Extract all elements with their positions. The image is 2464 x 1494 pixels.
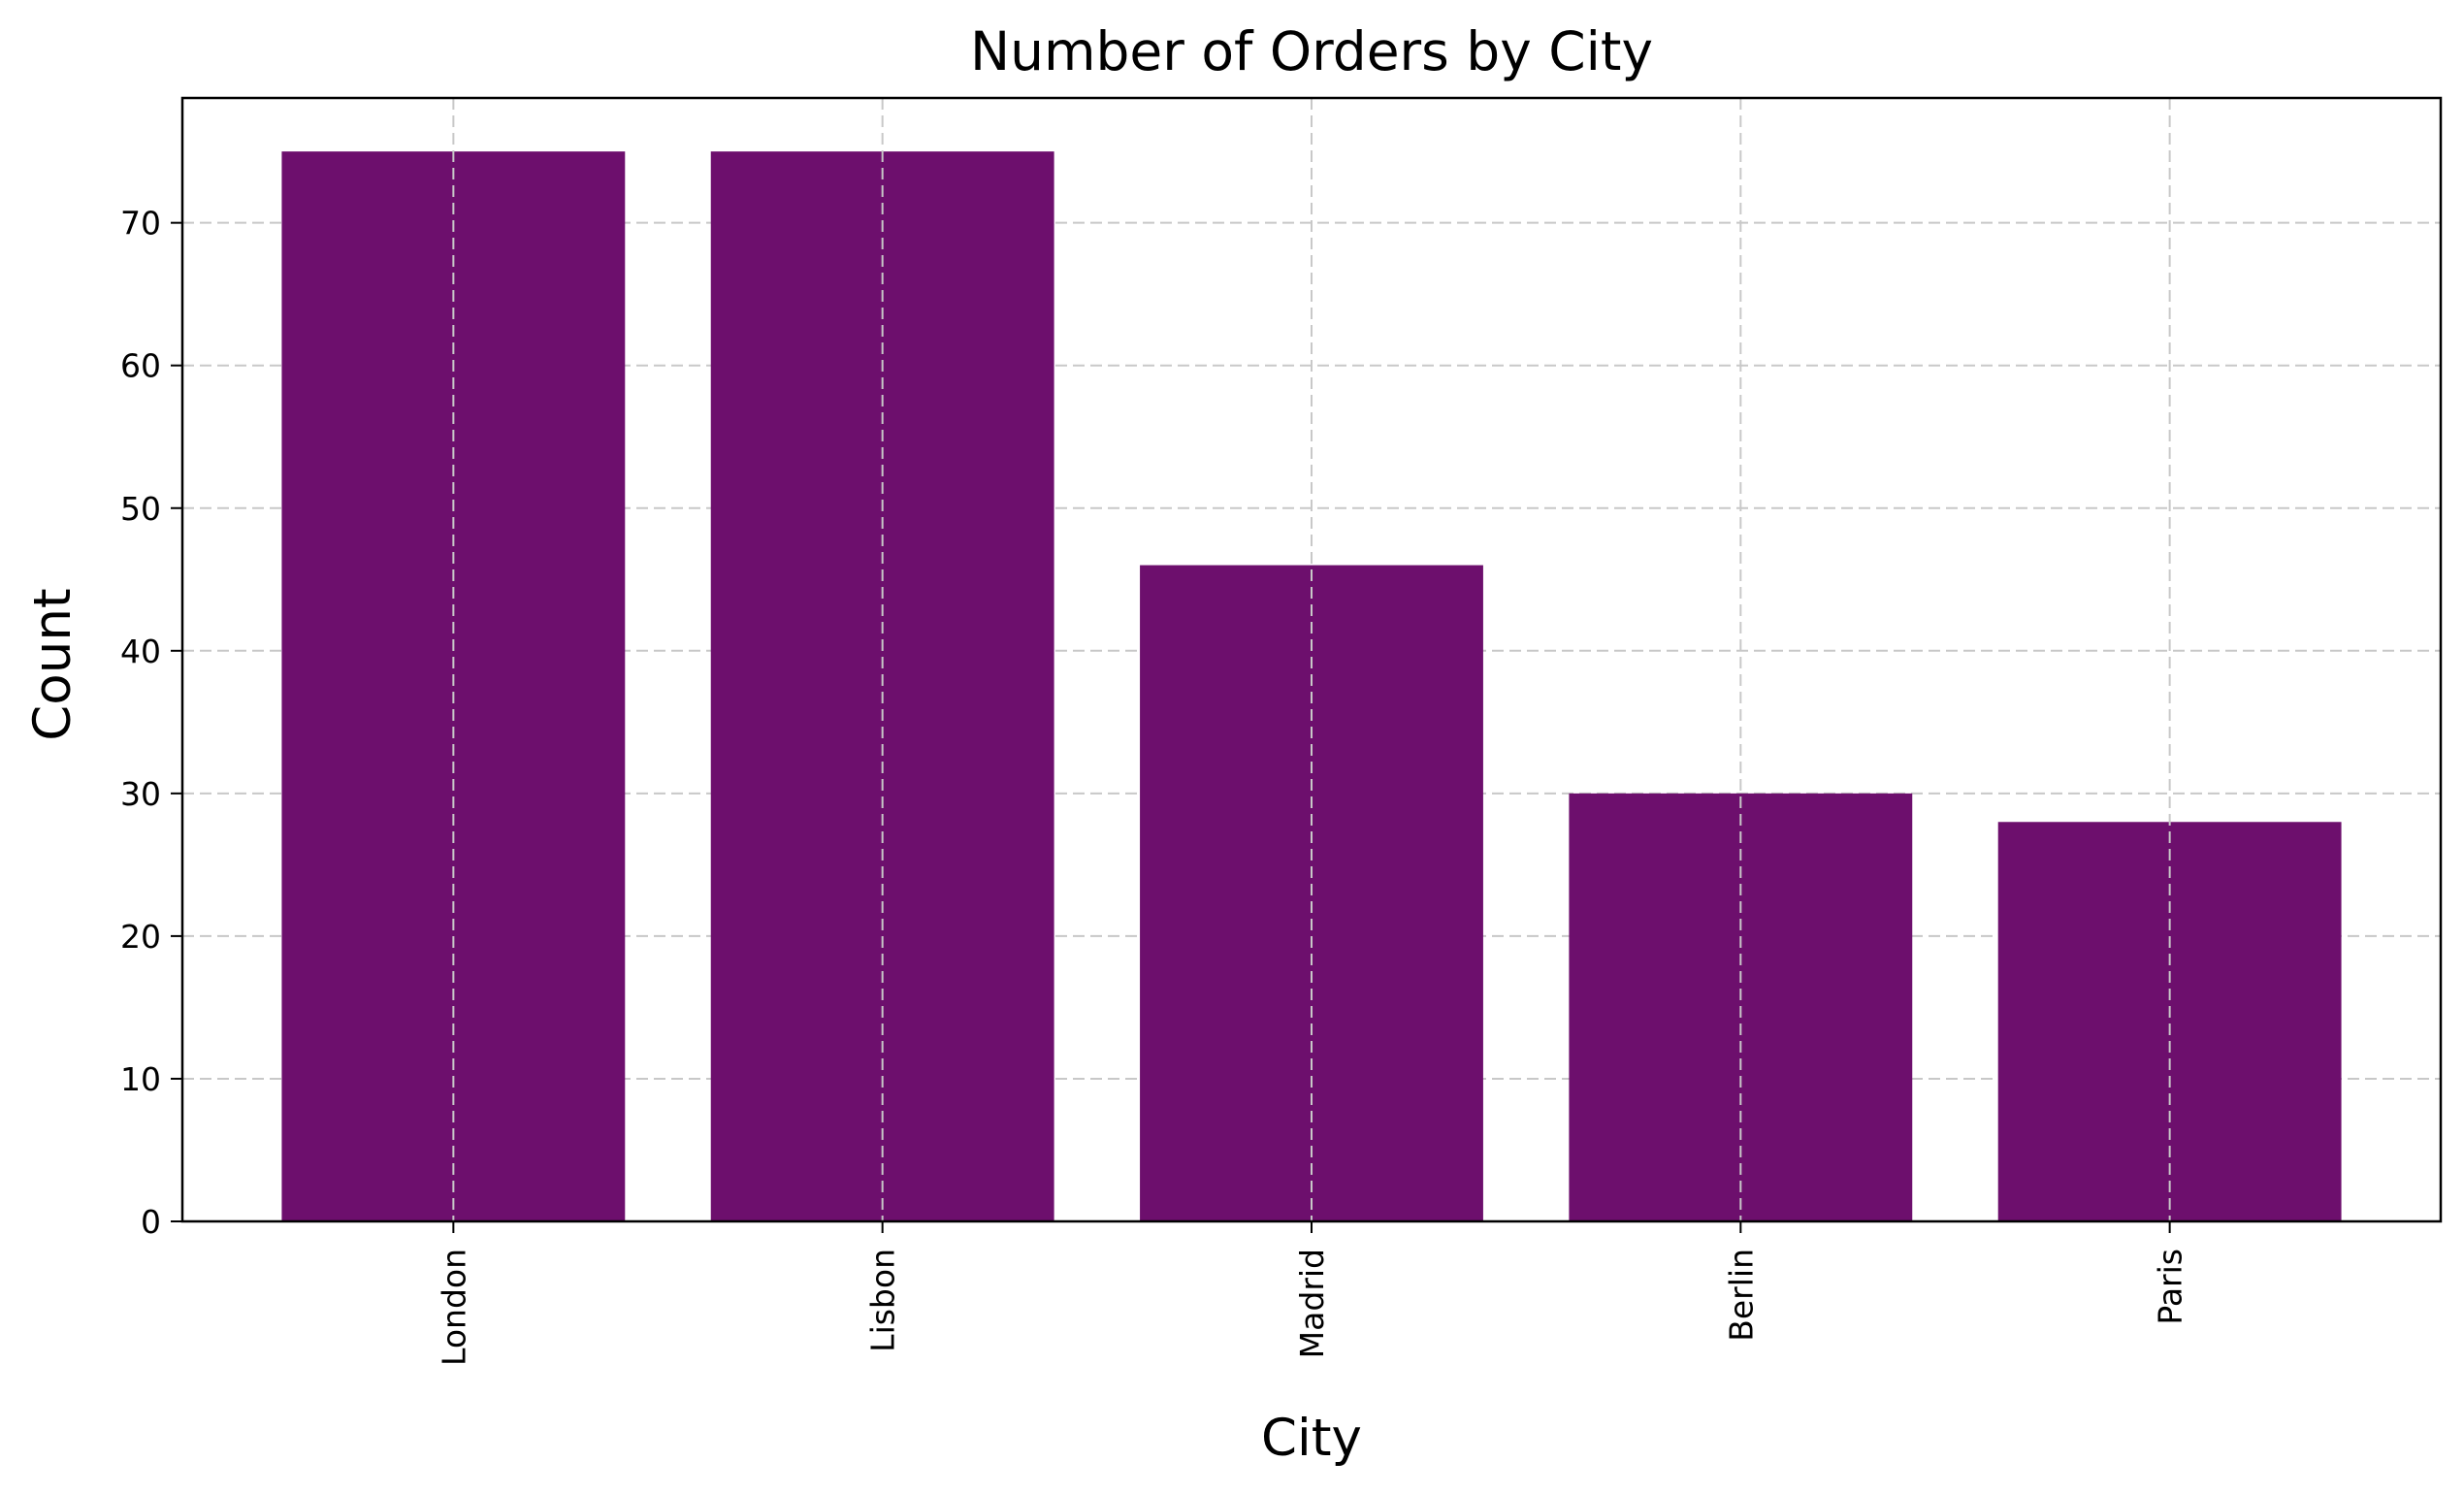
x-tick-label: Berlin bbox=[1722, 1249, 1760, 1342]
y-tick-label: 30 bbox=[120, 775, 161, 813]
y-axis-label: Count bbox=[23, 588, 82, 740]
y-tick-label: 70 bbox=[120, 205, 161, 243]
bar-paris bbox=[1997, 822, 2342, 1221]
chart-title: Number of Orders by City bbox=[970, 20, 1653, 82]
x-tick-label: Lisbon bbox=[864, 1249, 902, 1352]
y-axis-ticks: 0 10 20 30 40 50 60 70 bbox=[120, 205, 182, 1241]
x-tick-label: Madrid bbox=[1293, 1249, 1331, 1358]
y-tick-label: 40 bbox=[120, 633, 161, 670]
x-grid-layer bbox=[452, 98, 2171, 1221]
y-tick-label: 10 bbox=[120, 1060, 161, 1098]
plot-frame bbox=[180, 96, 2443, 1223]
x-tick-label: Paris bbox=[2152, 1249, 2189, 1325]
x-tick-label: London bbox=[435, 1249, 472, 1366]
x-axis-ticks: London Lisbon Madrid Berlin Paris bbox=[435, 1221, 2189, 1366]
y-tick-label: 0 bbox=[141, 1203, 161, 1241]
y-tick-label: 20 bbox=[120, 918, 161, 956]
y-tick-label: 60 bbox=[120, 347, 161, 385]
y-tick-label: 50 bbox=[120, 490, 161, 528]
x-axis-label: City bbox=[1261, 1409, 1362, 1468]
